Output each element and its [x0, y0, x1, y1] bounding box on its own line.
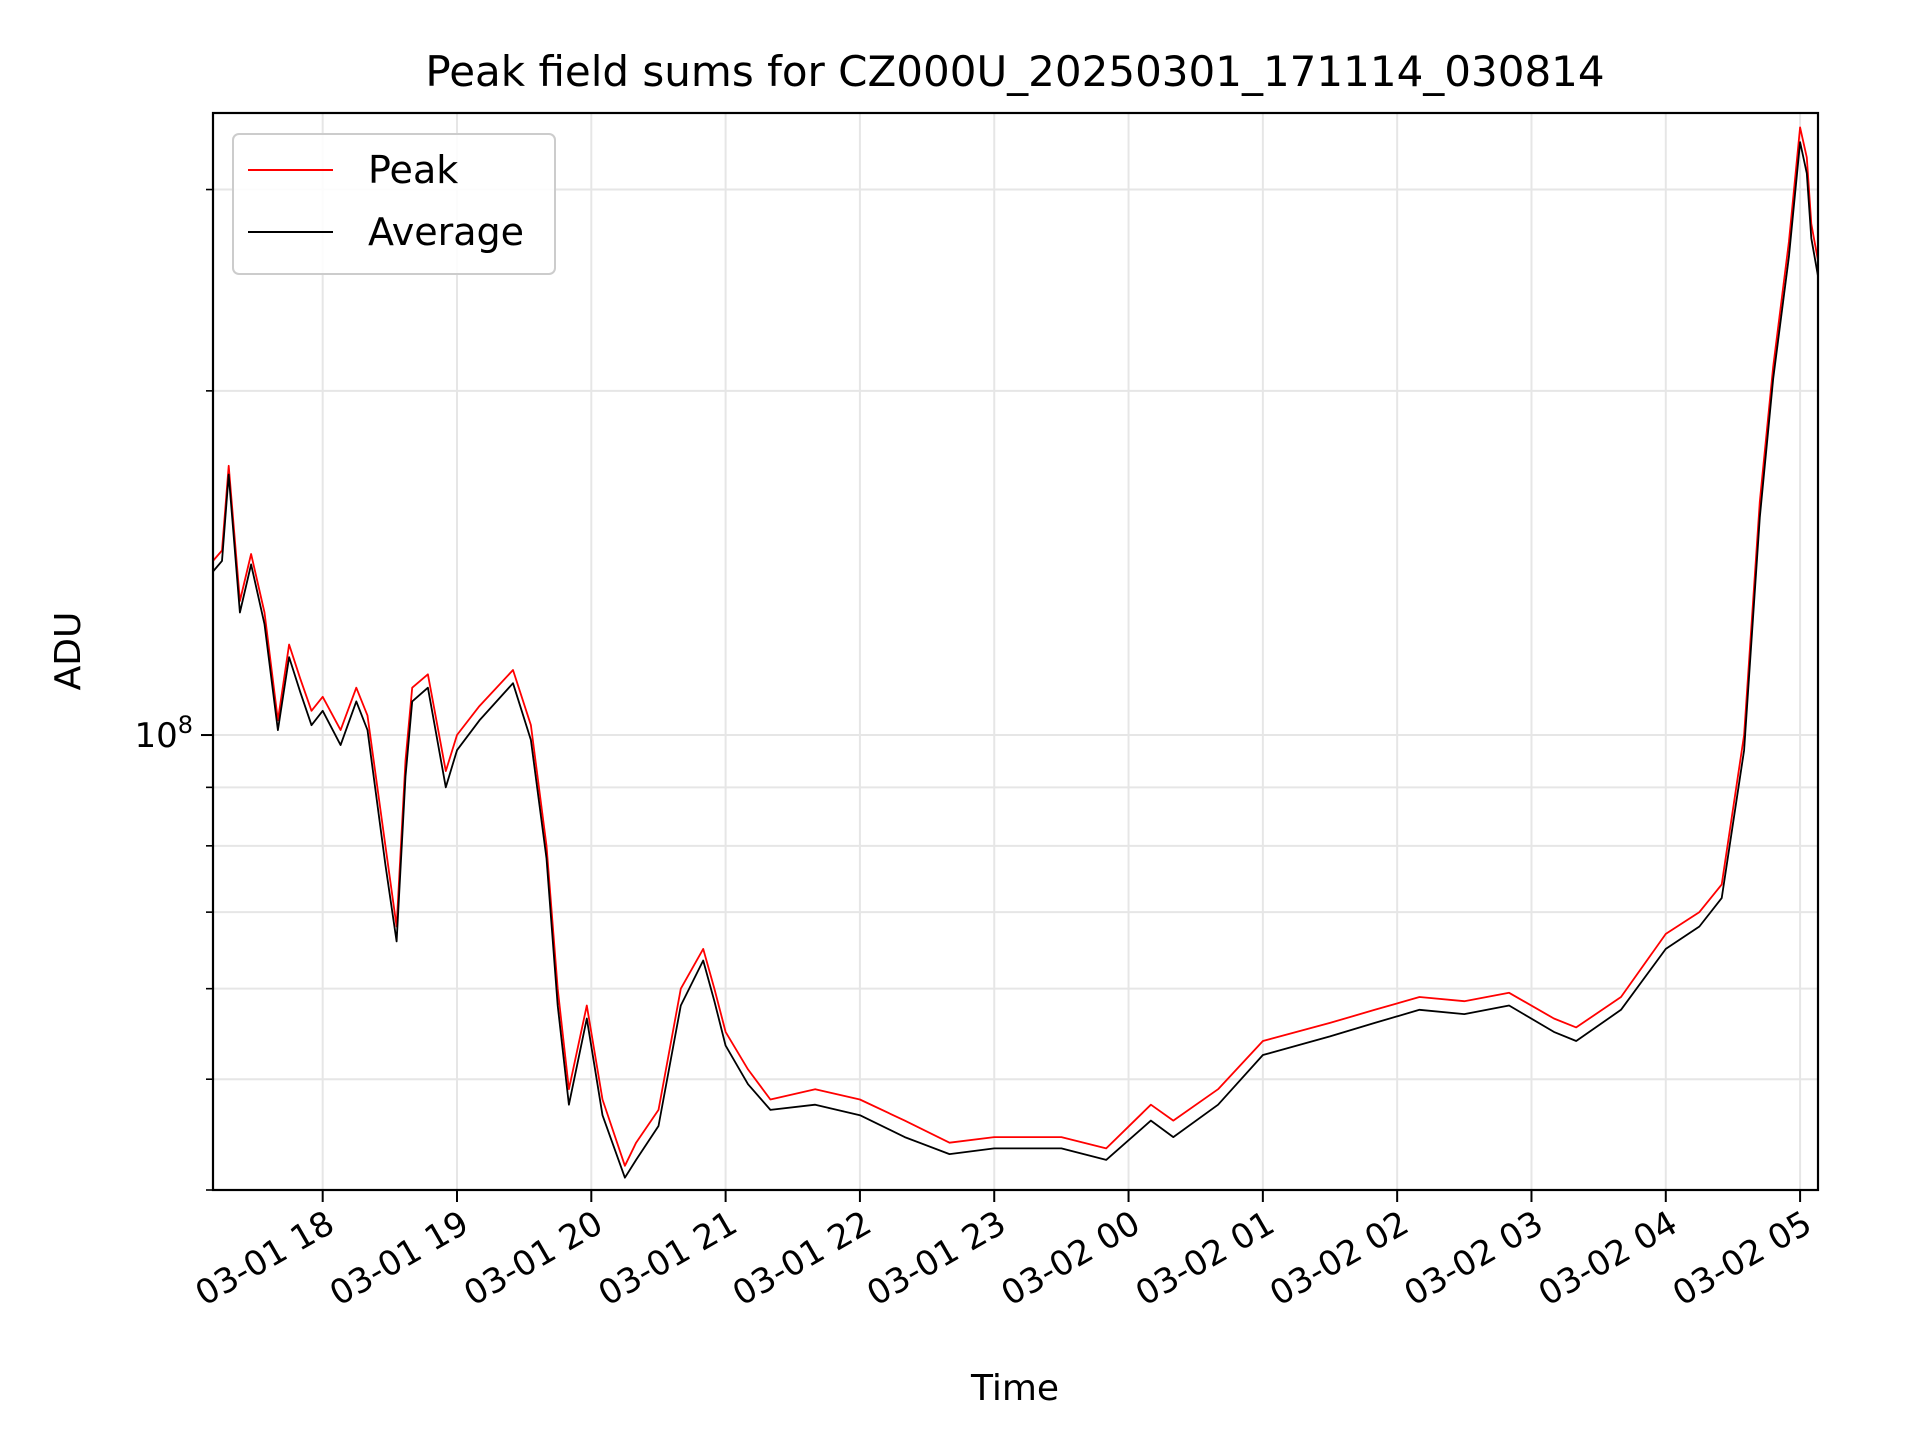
plot-frame	[211, 111, 1820, 1192]
chart-title: Peak field sums for CZ000U_20250301_1711…	[425, 47, 1604, 96]
x-axis-label: Time	[970, 1368, 1059, 1409]
y-tick-label: 108	[134, 711, 193, 756]
legend: Peak Average	[232, 133, 556, 275]
series-line-average	[212, 141, 1819, 1179]
series-group	[212, 126, 1819, 1179]
legend-label-average: Average	[368, 210, 524, 254]
series-line-peak	[212, 126, 1819, 1167]
y-axis-label: ADU	[48, 612, 89, 691]
grid	[213, 113, 1818, 1191]
legend-label-peak: Peak	[368, 148, 458, 192]
y-axis: 108	[134, 188, 213, 1191]
